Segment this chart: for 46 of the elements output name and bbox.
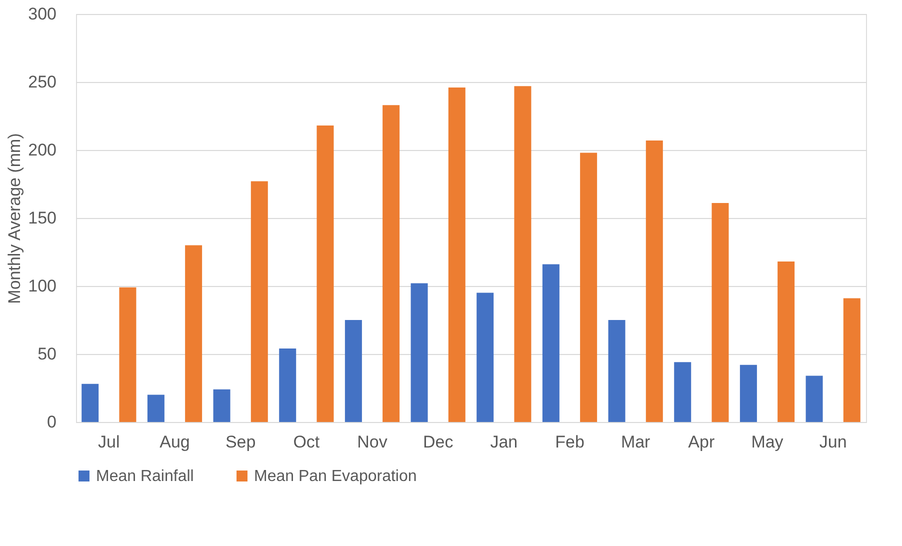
bar — [279, 348, 296, 422]
x-tick-label: Dec — [422, 432, 454, 452]
x-tick-label: May — [751, 432, 784, 452]
bar — [843, 298, 860, 422]
bar — [806, 376, 823, 422]
bar — [250, 181, 268, 422]
bar — [608, 320, 626, 422]
x-tick-label: Sep — [225, 432, 256, 452]
y-tick-label: 0 — [47, 412, 56, 432]
bar — [382, 105, 400, 422]
y-axis-title: Monthly Average (mm) — [5, 133, 24, 304]
bar — [542, 264, 560, 422]
y-tick-label: 100 — [28, 276, 56, 296]
bar — [712, 203, 729, 422]
bar — [778, 262, 795, 422]
bar — [740, 364, 757, 422]
y-tick-label: 300 — [28, 4, 56, 24]
bar — [213, 389, 230, 422]
bar — [147, 394, 164, 422]
bar — [674, 362, 692, 422]
bar — [448, 87, 466, 422]
bar — [344, 320, 362, 422]
bar — [646, 140, 663, 422]
x-tick-label: Apr — [688, 432, 715, 452]
bar — [580, 152, 598, 422]
x-tick-label: Feb — [555, 432, 584, 452]
bar — [185, 245, 202, 422]
bar — [82, 384, 99, 422]
y-tick-label: 50 — [38, 344, 56, 364]
x-tick-label: Oct — [293, 432, 320, 452]
x-tick-label: Nov — [357, 432, 388, 452]
x-tick-label: Jul — [98, 432, 120, 452]
y-tick-label: 200 — [28, 140, 56, 160]
y-tick-label: 150 — [28, 208, 56, 228]
bar — [514, 86, 532, 422]
x-tick-label: Jan — [490, 432, 518, 452]
bar — [476, 292, 494, 422]
y-tick-label: 250 — [28, 72, 56, 92]
x-tick-label: Mar — [620, 432, 651, 452]
legend-label: Mean Rainfall — [96, 468, 194, 485]
x-tick-label: Jun — [819, 432, 847, 452]
bar — [316, 126, 334, 422]
bar — [119, 287, 136, 422]
legend-label: Mean Pan Evaporation — [254, 468, 417, 485]
bar — [410, 283, 428, 422]
x-tick-label: Aug — [160, 432, 190, 452]
